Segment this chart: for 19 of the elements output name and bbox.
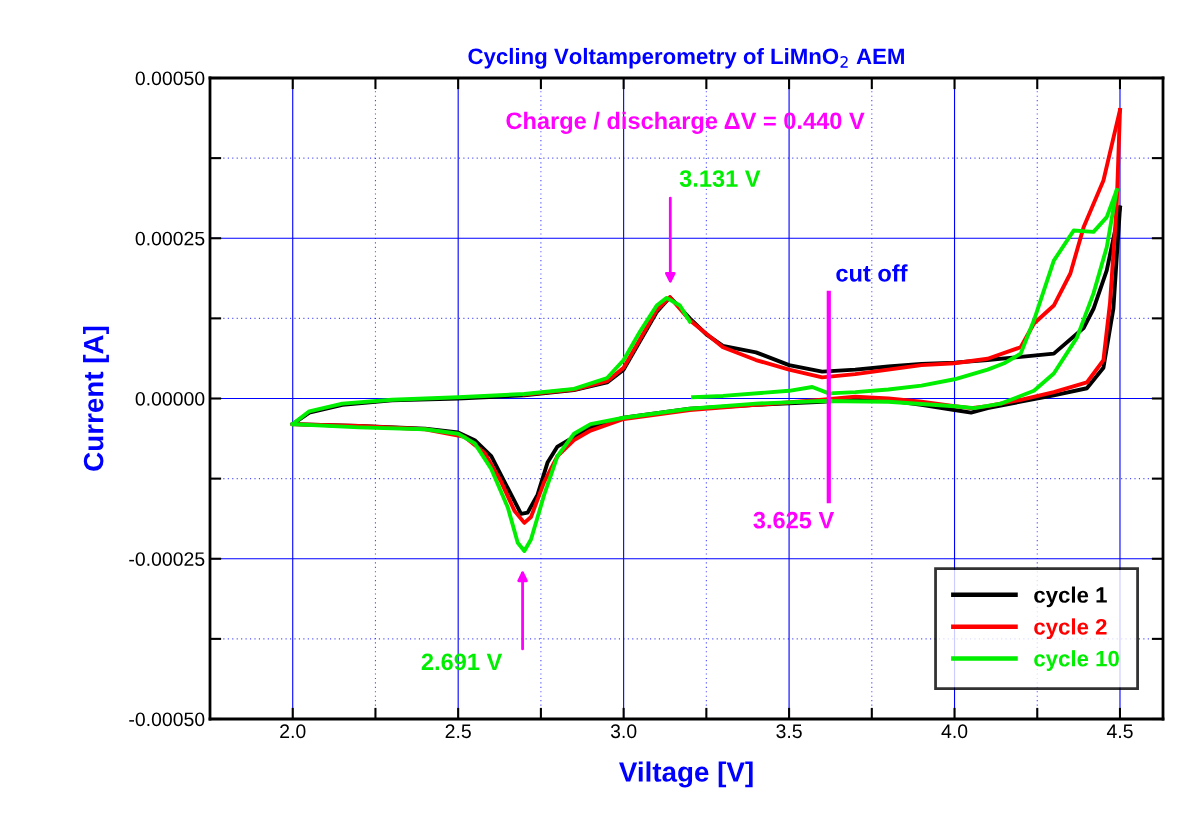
y-tick-label: 0.00050 (135, 71, 205, 86)
x-tick-label: 4.5 (1106, 724, 1133, 739)
chart-title: Cycling Voltamperometry of LiMnO$_{2}$ AEM (468, 47, 904, 69)
x-axis-title: Viltage [V] (619, 761, 753, 788)
legend-label: cycle 10 (1034, 650, 1119, 671)
y-tick-label: -0.00050 (129, 712, 205, 727)
annotation: 3.131 V (679, 170, 761, 187)
x-tick-label: 4.0 (941, 724, 968, 739)
y-tick-label: -0.00025 (129, 552, 205, 566)
y-tick-label: 0.00025 (135, 231, 205, 246)
x-tick-label: 3.0 (610, 724, 637, 739)
y-axis-title: Current [A] (83, 326, 109, 471)
ref-line-label: cut off (836, 264, 908, 282)
legend-label: cycle 2 (1034, 618, 1107, 640)
y-tick-label: 0.00000 (135, 391, 205, 406)
x-tick-label: 2.5 (445, 724, 471, 739)
legend-label: cycle 1 (1034, 586, 1107, 608)
x-tick-label: 2.0 (280, 724, 306, 739)
x-tick-label: 3.5 (776, 724, 802, 739)
